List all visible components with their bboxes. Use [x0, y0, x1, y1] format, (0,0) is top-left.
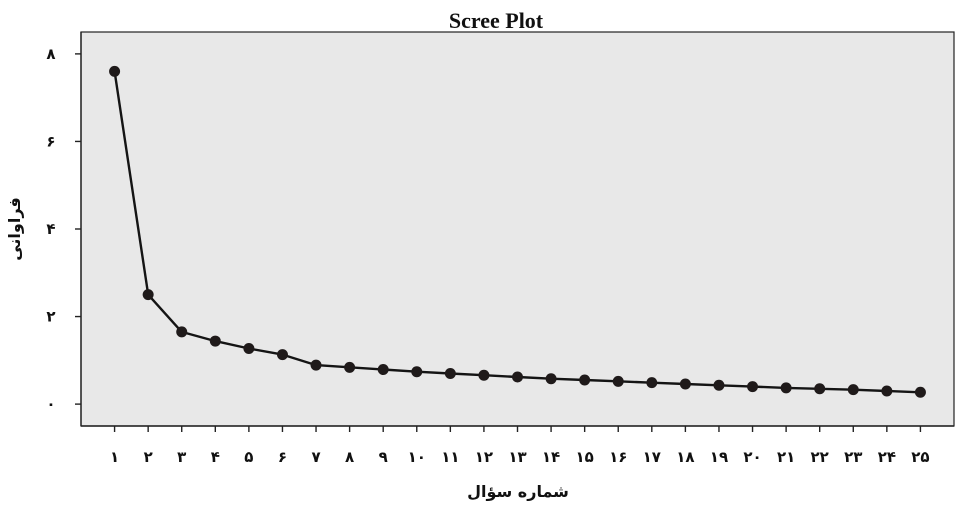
- x-axis-label: شماره سؤال: [467, 482, 569, 501]
- x-tick-label: ١٧: [643, 448, 661, 466]
- data-point: [914, 386, 926, 398]
- x-tick-label: ٢٢: [811, 448, 829, 466]
- data-point: [679, 378, 691, 390]
- data-point: [377, 364, 389, 376]
- y-tick-label: ٠: [46, 395, 55, 413]
- x-axis-ticks: ١ ٢ ٣ ۴ ۵ ۶ ٧ ٨ ٩ ١٠ ١١ ١٢ ١٣ ١۴ ١۵ ١۶ ١٧ ١٨ ١٩ ٢٠ ٢١ ٢٢ ٢٣ ٢۴ ٢…: [110, 426, 930, 466]
- x-tick-label: ٢: [144, 448, 153, 466]
- x-tick-label: ١۴: [542, 448, 560, 466]
- x-tick-label: ۴: [211, 448, 220, 466]
- data-point: [545, 373, 557, 385]
- x-tick-label: ٢٠: [743, 448, 761, 466]
- data-point: [512, 371, 523, 383]
- data-point: [881, 385, 893, 397]
- x-tick-label: ٢۴: [878, 448, 896, 466]
- y-axis-label: فراوانی: [5, 197, 24, 261]
- y-axis-ticks: ٠ ٢ ۴ ۶ ٨: [46, 45, 81, 413]
- x-tick-label: ١۵: [575, 448, 593, 466]
- data-point: [579, 374, 591, 386]
- data-point: [142, 289, 154, 301]
- x-tick-label: ١٨: [676, 448, 694, 466]
- x-tick-label: ٩: [379, 448, 388, 466]
- data-point: [109, 65, 121, 77]
- y-tick-label: ۶: [46, 132, 55, 150]
- x-tick-label: ١٣: [508, 448, 526, 466]
- x-tick-label: ١٩: [710, 448, 728, 466]
- data-point: [747, 381, 759, 393]
- data-point: [209, 335, 221, 347]
- data-point: [310, 359, 322, 371]
- plot-area: [80, 31, 955, 427]
- data-point: [444, 367, 456, 379]
- x-tick-label: ١۶: [609, 448, 627, 466]
- x-tick-label: ١١: [441, 448, 459, 466]
- data-point: [411, 366, 423, 378]
- chart-title: Scree Plot: [449, 8, 544, 33]
- y-tick-label: ٢: [46, 308, 55, 326]
- data-point: [478, 369, 490, 381]
- x-tick-label: ١٠: [408, 448, 426, 466]
- data-point: [780, 382, 792, 394]
- x-tick-label: ٢٣: [844, 448, 862, 466]
- x-tick-label: ٢۵: [911, 448, 929, 466]
- x-tick-label: ١: [110, 448, 119, 466]
- scree-series-points: [109, 65, 926, 398]
- data-point: [176, 326, 188, 338]
- y-tick-label: ۴: [46, 220, 55, 238]
- data-point: [243, 343, 255, 355]
- data-point: [344, 361, 356, 373]
- data-point: [612, 375, 624, 387]
- x-tick-label: ٣: [177, 448, 186, 466]
- data-point: [847, 384, 859, 396]
- x-tick-label: ١٢: [475, 448, 493, 466]
- data-point: [713, 379, 725, 391]
- y-tick-label: ٨: [46, 45, 55, 63]
- data-point: [276, 349, 288, 361]
- x-tick-label: ۶: [278, 448, 287, 466]
- data-point: [646, 377, 658, 389]
- x-tick-label: ٧: [311, 448, 320, 466]
- data-point: [814, 383, 826, 395]
- x-tick-label: ٢١: [777, 448, 795, 466]
- x-tick-label: ۵: [244, 448, 253, 466]
- x-tick-label: ٨: [345, 448, 354, 466]
